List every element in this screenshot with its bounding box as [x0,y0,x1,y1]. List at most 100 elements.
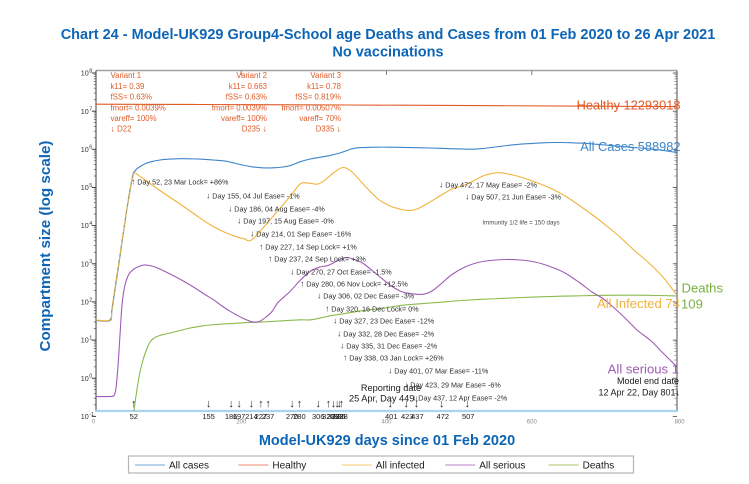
svg-text:237: 237 [262,412,275,421]
svg-text:↓ Day 214, 01 Sep Ease= -16%: ↓ Day 214, 01 Sep Ease= -16% [250,229,352,239]
svg-text:338: 338 [335,412,348,421]
svg-text:↑ Day 280, 06 Nov Lock= +12.5%: ↑ Day 280, 06 Nov Lock= +12.5% [300,279,408,289]
svg-text:↓: ↓ [315,398,321,410]
svg-text:All infected: All infected [376,461,425,472]
svg-text:↓: ↓ [387,398,393,410]
svg-text:472: 472 [437,412,450,421]
svg-text:↓: ↓ [236,398,242,410]
svg-text:52: 52 [130,412,138,421]
svg-text:214: 214 [245,412,258,421]
svg-text:↓: ↓ [403,398,409,410]
svg-text:All serious 1: All serious 1 [608,362,679,377]
svg-text:280: 280 [293,412,306,421]
svg-text:↑: ↑ [258,398,264,410]
svg-text:D235 ↓: D235 ↓ [242,124,267,134]
svg-text:↓: ↓ [414,398,420,410]
svg-text:↓ Day 507, 21 Jun Ease= -3%: ↓ Day 507, 21 Jun Ease= -3% [465,192,562,202]
svg-text:↓ Day 155, 04 Jul Ease= -1%: ↓ Day 155, 04 Jul Ease= -1% [206,191,300,201]
svg-text:↑: ↑ [131,398,137,410]
svg-text:↓ Day 270, 27 Oct Ease= -1.5%: ↓ Day 270, 27 Oct Ease= -1.5% [290,267,392,277]
svg-text:↓ Day 423, 29 Mar Ease= -6%: ↓ Day 423, 29 Mar Ease= -6% [404,380,501,390]
svg-text:10: 10 [81,412,89,421]
svg-text:8: 8 [89,68,92,74]
svg-text:↓ D22: ↓ D22 [111,124,132,134]
svg-text:↓: ↓ [206,398,212,410]
svg-text:↓ Day 306, 02 Dec Ease= -3%: ↓ Day 306, 02 Dec Ease= -3% [317,291,415,301]
svg-text:↓ Day 197, 15 Aug Ease= -0%: ↓ Day 197, 15 Aug Ease= -0% [237,216,334,226]
svg-text:fmort= 0.00507%: fmort= 0.00507% [281,103,341,112]
svg-text:↑ Day 227, 14 Sep Lock= +1%: ↑ Day 227, 14 Sep Lock= +1% [259,242,357,252]
svg-text:fSS= 0.63%: fSS= 0.63% [226,93,267,102]
svg-text:-1: -1 [89,412,94,418]
svg-text:335: 335 [333,412,346,421]
svg-text:197: 197 [233,412,246,421]
svg-text:25 Apr, Day 449↓: 25 Apr, Day 449↓ [349,394,419,404]
svg-text:800: 800 [675,420,686,426]
svg-text:3: 3 [89,259,92,265]
svg-text:vareff= 100%: vareff= 100% [221,114,267,123]
svg-text:D335 ↓: D335 ↓ [316,124,341,134]
svg-text:320: 320 [322,412,335,421]
svg-text:5: 5 [89,183,92,189]
svg-text:423: 423 [401,412,414,421]
svg-text:Model-UK929 days since 01 Feb: Model-UK929 days since 01 Feb 2020 [259,433,515,449]
svg-text:270: 270 [286,412,299,421]
svg-text:12 Apr 22, Day 801↓: 12 Apr 22, Day 801↓ [598,388,680,398]
svg-text:All Cases 588982: All Cases 588982 [580,139,680,154]
svg-text:↑: ↑ [297,398,303,410]
svg-text:↓ Day 327, 23 Dec Ease= -12%: ↓ Day 327, 23 Dec Ease= -12% [333,316,435,326]
svg-text:0: 0 [89,374,92,380]
svg-text:↑ Day 338, 03 Jan Lock= +26%: ↑ Day 338, 03 Jan Lock= +26% [343,353,444,363]
svg-text:Deaths: Deaths [682,281,724,296]
svg-text:Healthy: Healthy [272,461,306,472]
svg-text:↓ Day 472, 17 May Ease= -2%: ↓ Day 472, 17 May Ease= -2% [439,180,538,190]
svg-text:All serious: All serious [479,461,525,472]
svg-text:109: 109 [681,297,703,312]
svg-text:10: 10 [81,107,89,116]
svg-text:fSS= 0.819%: fSS= 0.819% [295,93,341,102]
svg-text:↓ Day 401, 07 Mar Ease= -11%: ↓ Day 401, 07 Mar Ease= -11% [388,366,489,376]
svg-text:↓ Day 332, 28 Dec Ease= -2%: ↓ Day 332, 28 Dec Ease= -2% [337,329,435,339]
svg-text:186: 186 [225,412,238,421]
svg-text:437: 437 [411,412,424,421]
svg-text:400: 400 [381,420,392,426]
svg-text:10: 10 [81,259,89,268]
svg-text:↓: ↓ [289,398,295,410]
svg-text:306: 306 [312,412,325,421]
svg-text:k11= 0.78: k11= 0.78 [307,82,341,91]
svg-text:6: 6 [89,145,92,151]
svg-text:Model end date: Model end date [617,376,679,386]
svg-text:Variant 3: Variant 3 [310,71,341,80]
svg-text:Deaths: Deaths [583,461,615,472]
svg-text:10: 10 [81,145,89,154]
svg-text:10: 10 [81,183,89,192]
svg-text:Variant 1: Variant 1 [111,71,142,80]
svg-text:7: 7 [89,107,92,113]
svg-text:k11= 0.663: k11= 0.663 [229,82,267,91]
svg-text:10: 10 [81,298,89,307]
svg-text:4: 4 [89,221,92,227]
svg-text:10: 10 [81,336,89,345]
svg-text:↓ Day 186, 04 Aug Ease= -4%: ↓ Day 186, 04 Aug Ease= -4% [228,204,325,214]
svg-text:↑ Day 237, 24 Sep Lock= +3%: ↑ Day 237, 24 Sep Lock= +3% [268,254,366,264]
svg-text:600: 600 [527,420,538,426]
svg-text:Chart 24 - Model-UK929 Group4-: Chart 24 - Model-UK929 Group4-School age… [61,27,716,43]
svg-text:↓: ↓ [464,398,470,410]
svg-text:1: 1 [89,336,92,342]
svg-text:10: 10 [81,69,89,78]
svg-text:All Infected 74: All Infected 74 [597,296,680,311]
svg-text:155: 155 [202,412,215,421]
svg-text:↑: ↑ [326,398,332,410]
svg-text:Compartment size (log scale): Compartment size (log scale) [37,141,54,352]
svg-text:332: 332 [331,412,344,421]
svg-text:↓: ↓ [337,398,343,410]
svg-text:200: 200 [236,420,247,426]
svg-text:k11= 0.39: k11= 0.39 [111,82,145,91]
svg-text:401: 401 [385,412,398,421]
svg-text:No vaccinations: No vaccinations [332,45,443,61]
svg-text:507: 507 [462,412,475,421]
svg-text:↑: ↑ [339,398,345,410]
svg-text:↓: ↓ [331,398,337,410]
svg-text:All cases: All cases [169,461,209,472]
svg-text:↓: ↓ [439,398,445,410]
